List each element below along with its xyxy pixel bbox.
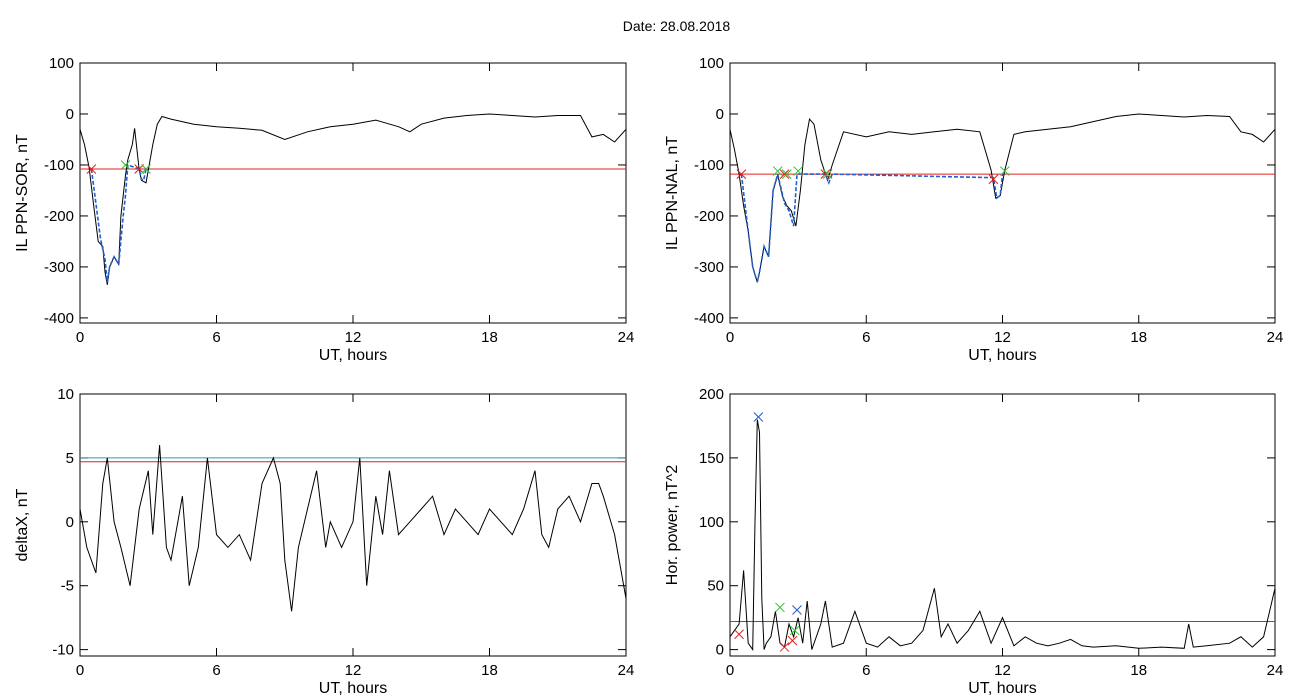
x-tick-label: 12 bbox=[994, 329, 1011, 346]
y-tick-label: -5 bbox=[61, 578, 74, 595]
data-series-line bbox=[729, 419, 1276, 652]
event-marker bbox=[779, 169, 790, 179]
x-tick-label: 12 bbox=[345, 329, 362, 346]
x-tick-label: 0 bbox=[76, 662, 84, 679]
event-marker bbox=[772, 166, 783, 176]
x-axis-label: UT, hours bbox=[968, 680, 1036, 697]
x-axis-label: UT, hours bbox=[968, 347, 1036, 364]
event-marker bbox=[86, 164, 97, 174]
y-tick-label: 5 bbox=[66, 450, 74, 467]
event-marker bbox=[781, 169, 792, 179]
y-tick-label: 0 bbox=[716, 106, 724, 123]
y-tick-label: -100 bbox=[694, 157, 724, 174]
x-axis-label: UT, hours bbox=[319, 347, 387, 364]
y-tick-label: -100 bbox=[44, 157, 74, 174]
date-label: Date: bbox=[622, 18, 657, 34]
data-series-line bbox=[729, 113, 1276, 283]
event-marker bbox=[736, 169, 747, 179]
x-tick-label: 6 bbox=[212, 662, 220, 679]
event-marker bbox=[734, 629, 744, 640]
event-marker bbox=[753, 412, 764, 422]
y-tick-label: 100 bbox=[699, 55, 724, 72]
y-tick-label: -200 bbox=[44, 208, 74, 225]
data-series-line bbox=[79, 445, 627, 612]
y-tick-label: -300 bbox=[44, 259, 74, 276]
y-tick-label: -10 bbox=[52, 642, 74, 659]
event-marker bbox=[988, 174, 999, 185]
event-marker bbox=[789, 625, 800, 636]
x-tick-label: 18 bbox=[481, 329, 498, 346]
y-tick-label: 0 bbox=[716, 642, 724, 659]
y-tick-label: -300 bbox=[694, 259, 724, 276]
x-tick-label: 12 bbox=[345, 662, 362, 679]
event-marker bbox=[820, 169, 831, 179]
x-tick-label: 6 bbox=[862, 662, 870, 679]
event-marker bbox=[779, 642, 790, 652]
y-axis-label: Hor. power, nT^2 bbox=[664, 465, 681, 586]
chart-panel-hor-power: 0 6 12 18 24 200 150 100 50 0 UT, hours Hor. power,… bbox=[664, 386, 1283, 697]
data-series-line bbox=[79, 113, 627, 285]
y-axis-label: IL PPN-NAL, nT bbox=[664, 136, 681, 250]
x-tick-label: 24 bbox=[1267, 329, 1284, 346]
x-tick-label: 24 bbox=[618, 329, 635, 346]
y-tick-label: -200 bbox=[694, 208, 724, 225]
y-tick-label: 0 bbox=[66, 514, 74, 531]
x-tick-label: 6 bbox=[212, 329, 220, 346]
date-value: 28.08.2018 bbox=[660, 18, 731, 34]
x-tick-label: 12 bbox=[994, 662, 1011, 679]
highlight-series-line bbox=[740, 173, 1004, 283]
plot-frame bbox=[729, 62, 1276, 324]
y-tick-label: 200 bbox=[699, 386, 724, 403]
y-axis-label: deltaX, nT bbox=[14, 488, 31, 561]
x-tick-label: 6 bbox=[862, 329, 870, 346]
y-tick-label: -400 bbox=[694, 310, 724, 327]
chart-panel-deltax: 0 6 12 18 24 10 5 0 -5 -10 UT, hours deltaX, nT bbox=[14, 386, 634, 697]
x-tick-label: 0 bbox=[726, 662, 734, 679]
x-tick-label: 18 bbox=[481, 662, 498, 679]
event-marker bbox=[793, 166, 803, 176]
y-tick-label: 100 bbox=[699, 514, 724, 531]
event-marker bbox=[775, 602, 785, 613]
plot-frame bbox=[79, 62, 627, 324]
y-tick-label: 150 bbox=[699, 450, 724, 467]
x-tick-label: 18 bbox=[1130, 662, 1147, 679]
event-marker bbox=[787, 635, 798, 646]
y-tick-label: 10 bbox=[57, 386, 74, 403]
chart-panel-il-ppn-sor: 0 6 12 18 24 100 0 -100 -200 -300 -400 UT, hours IL … bbox=[14, 55, 634, 364]
event-marker bbox=[120, 160, 131, 170]
y-tick-label: 50 bbox=[707, 578, 724, 595]
y-tick-label: 0 bbox=[66, 106, 74, 123]
x-tick-label: 0 bbox=[726, 329, 734, 346]
x-tick-label: 24 bbox=[618, 662, 635, 679]
y-axis-label: IL PPN-SOR, nT bbox=[14, 134, 31, 252]
event-marker bbox=[134, 164, 145, 174]
chart-panel-il-ppn-nal: 0 6 12 18 24 100 0 -100 -200 -300 -400 UT, hours IL … bbox=[664, 55, 1283, 364]
event-marker bbox=[141, 164, 151, 174]
plot-frame bbox=[79, 393, 627, 657]
y-tick-label: 100 bbox=[49, 55, 74, 72]
y-tick-label: -400 bbox=[44, 310, 74, 327]
x-tick-label: 0 bbox=[76, 329, 84, 346]
event-marker bbox=[999, 166, 1010, 176]
event-marker bbox=[822, 169, 833, 179]
x-axis-label: UT, hours bbox=[319, 680, 387, 697]
x-tick-label: 24 bbox=[1267, 662, 1284, 679]
figure-title: Date: 28.08.2018 bbox=[0, 18, 1300, 34]
x-tick-label: 18 bbox=[1130, 329, 1147, 346]
event-marker bbox=[792, 605, 802, 615]
